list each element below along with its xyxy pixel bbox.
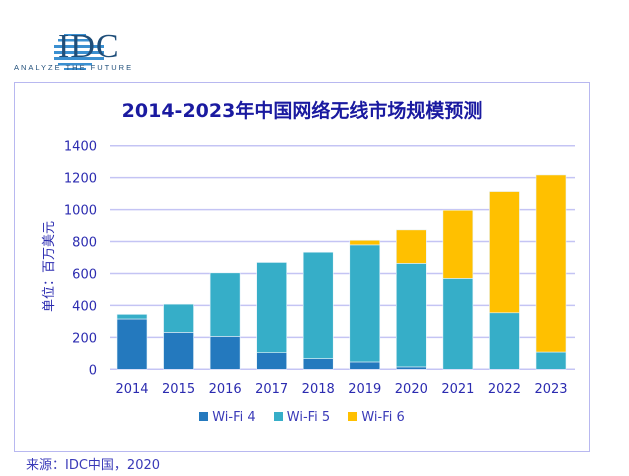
bar-wifi4-2018 <box>302 358 334 370</box>
y-tick-label: 800 <box>72 236 97 251</box>
bar-wifi5-2021 <box>442 278 474 370</box>
bar-wifi5-2015 <box>163 303 194 333</box>
legend-label: Wi-Fi 5 <box>286 410 331 425</box>
bar-wifi6-2021 <box>442 209 474 279</box>
legend-swatch <box>273 412 283 421</box>
bar-wifi5-2022 <box>489 312 520 370</box>
bar-wifi4-2014 <box>116 318 148 370</box>
bar-wifi5-2018 <box>302 251 334 359</box>
y-tick-label: 1400 <box>64 140 97 155</box>
logo-globe-icon <box>54 34 104 70</box>
x-tick-label: 2016 <box>209 382 242 397</box>
bar-wifi5-2019 <box>349 244 381 363</box>
x-tick-label: 2020 <box>395 382 428 397</box>
legend-item-wifi6: Wi-Fi 6 <box>348 410 405 425</box>
legend-label: Wi-Fi 6 <box>361 410 405 425</box>
x-tick-label: 2018 <box>302 382 335 397</box>
bar-wifi4-2020 <box>396 366 427 370</box>
x-tick-label: 2014 <box>115 382 148 397</box>
bar-wifi6-2019 <box>349 239 381 246</box>
legend-item-wifi4: Wi-Fi 4 <box>199 410 256 425</box>
bar-wifi5-2017 <box>256 262 287 353</box>
bar-wifi6-2022 <box>489 191 520 314</box>
source-note: 来源：IDC中国，2020 <box>26 458 161 473</box>
x-tick-label: 2019 <box>348 382 381 397</box>
bar-wifi4-2015 <box>163 332 194 370</box>
bar-wifi5-2014 <box>116 314 148 320</box>
y-tick-label: 200 <box>72 331 97 346</box>
logo-tagline: ANALYZE THE FUTURE <box>14 63 134 72</box>
bar-wifi4-2016 <box>209 336 241 370</box>
x-tick-label: 2023 <box>534 382 567 397</box>
bar-wifi6-2023 <box>535 174 567 353</box>
y-tick-label: 600 <box>72 267 97 282</box>
bar-wifi5-2023 <box>535 351 567 370</box>
chart-frame <box>14 82 590 452</box>
bar-wifi5-2016 <box>209 272 241 337</box>
logo-text: IDC <box>58 28 120 65</box>
bar-wifi5-2020 <box>396 263 427 368</box>
legend-swatch <box>199 412 209 421</box>
x-tick-label: 2022 <box>488 382 521 397</box>
bar-wifi6-2020 <box>396 229 427 264</box>
x-tick-label: 2021 <box>441 382 474 397</box>
y-tick-label: 1200 <box>64 172 97 187</box>
legend-label: Wi-Fi 4 <box>212 410 256 425</box>
y-tick-label: 400 <box>72 299 97 314</box>
bar-wifi4-2019 <box>349 361 381 370</box>
y-tick-label: 0 <box>89 363 97 378</box>
legend: Wi-Fi 4 Wi-Fi 5 Wi-Fi 6 <box>14 410 590 425</box>
chart-title: 2014-2023年中国网络无线市场规模预测 <box>121 100 483 122</box>
legend-swatch <box>348 412 358 421</box>
x-tick-label: 2015 <box>162 382 195 397</box>
y-tick-label: 1000 <box>64 204 97 219</box>
legend-item-wifi5: Wi-Fi 5 <box>273 410 331 425</box>
bar-wifi4-2017 <box>256 352 287 370</box>
x-tick-label: 2017 <box>255 382 288 397</box>
